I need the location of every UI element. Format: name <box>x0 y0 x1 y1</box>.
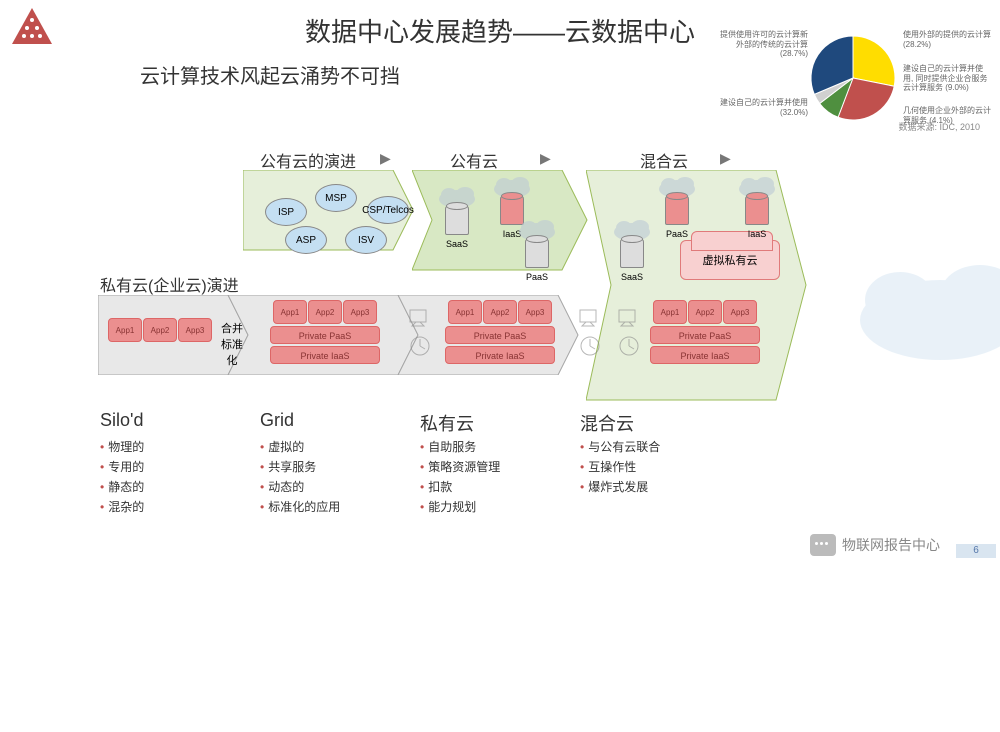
hybrid-stack: App1App2App3 Private PaaS Private IaaS <box>650 300 760 364</box>
app-box: App2 <box>308 300 342 324</box>
provider-bubble: ISV <box>345 226 387 254</box>
paas-box: Private PaaS <box>650 326 760 344</box>
bullet-item: •标准化的应用 <box>260 498 340 515</box>
row1-hdr-2: 公有云 <box>450 148 498 172</box>
cloud-cylinder: SaaS <box>620 238 644 268</box>
chat-icon <box>810 534 836 556</box>
section-bullets: •物理的 •专用的 •静态的 •混杂的 <box>100 438 144 518</box>
pie-label-r1: 建设自己的云计算并使用, 同时提供企业合服务云计算服务 (9.0%) <box>903 64 993 93</box>
app-box: App3 <box>343 300 377 324</box>
section-header: 私有云 <box>420 410 474 436</box>
bullet-item: •爆炸式发展 <box>580 478 660 495</box>
arrow-icon: ▶ <box>380 150 391 167</box>
merge-label: 合并标准化 <box>220 320 244 368</box>
pie-label-tr: 使用外部的提供的云计算 (28.2%) <box>903 30 993 49</box>
bullet-item: •混杂的 <box>100 498 144 515</box>
paas-box: Private PaaS <box>445 326 555 344</box>
bullet-item: •与公有云联合 <box>580 438 660 455</box>
app-box: App2 <box>143 318 177 342</box>
grid-icons <box>405 305 435 360</box>
app-box: App1 <box>273 300 307 324</box>
pie-chart <box>808 33 898 123</box>
iaas-box: Private IaaS <box>445 346 555 364</box>
provider-bubble: ASP <box>285 226 327 254</box>
hv-label: 虚拟私有云 <box>703 252 758 268</box>
pie-label-bl: 建设自己的云计算并使用 (32.0%) <box>718 98 808 117</box>
footer-brand-text: 物联网报告中心 <box>842 535 940 555</box>
bullet-item: •静态的 <box>100 478 144 495</box>
app-box: App1 <box>448 300 482 324</box>
app-box: App2 <box>483 300 517 324</box>
section-header: 混合云 <box>580 410 634 436</box>
bullet-item: •共享服务 <box>260 458 340 475</box>
cloud-cylinder: IaaS <box>745 195 769 225</box>
page-subtitle: 云计算技术风起云涌势不可挡 <box>140 60 400 89</box>
bullet-item: •物理的 <box>100 438 144 455</box>
cloud-cylinder: PaaS <box>525 238 549 268</box>
app-box: App1 <box>108 318 142 342</box>
iaas-box: Private IaaS <box>650 346 760 364</box>
page-number: 6 <box>956 544 996 558</box>
bullet-item: •能力规划 <box>420 498 500 515</box>
virtual-private-cloud: 虚拟私有云 <box>680 240 780 280</box>
private-cloud-title: 私有云(企业云)演进 <box>100 272 239 296</box>
app-box: App3 <box>518 300 552 324</box>
bullet-item: •专用的 <box>100 458 144 475</box>
app-box: App3 <box>723 300 757 324</box>
row1-hdr-3: 混合云 <box>640 148 688 172</box>
grid-stack: App1App2App3 Private PaaS Private IaaS <box>270 300 380 364</box>
provider-bubble: MSP <box>315 184 357 212</box>
bullet-item: •虚拟的 <box>260 438 340 455</box>
silo-apps: App1App2App3 <box>108 318 212 342</box>
section-header: Silo'd <box>100 410 143 431</box>
pie-label-tl: 提供使用许可的云计算新外部的传统的云计算 (28.7%) <box>718 30 808 59</box>
app-box: App3 <box>178 318 212 342</box>
arrow-icon: ▶ <box>720 150 731 167</box>
section-header: Grid <box>260 410 294 431</box>
private-cloud-stack: App1App2App3 Private PaaS Private IaaS <box>445 300 555 364</box>
app-box: App2 <box>688 300 722 324</box>
footer-brand: 物联网报告中心 <box>810 534 940 556</box>
private-icons <box>575 305 605 360</box>
section-bullets: •自助服务 •策略资源管理 •扣款 •能力规划 <box>420 438 500 518</box>
pie-source: 数据来源: IDC, 2010 <box>898 120 980 133</box>
cloud-cylinder: PaaS <box>665 195 689 225</box>
bullet-item: •扣款 <box>420 478 500 495</box>
section-bullets: •与公有云联合 •互操作性 •爆炸式发展 <box>580 438 660 498</box>
bullet-item: •策略资源管理 <box>420 458 500 475</box>
provider-bubble: ISP <box>265 198 307 226</box>
section-bullets: •虚拟的 •共享服务 •动态的 •标准化的应用 <box>260 438 340 518</box>
row1-hdr-1: 公有云的演进 <box>260 148 356 172</box>
iaas-box: Private IaaS <box>270 346 380 364</box>
arrow-icon: ▶ <box>540 150 551 167</box>
bullet-item: •互操作性 <box>580 458 660 475</box>
hybrid-icons <box>614 305 644 360</box>
bullet-item: •自助服务 <box>420 438 500 455</box>
app-box: App1 <box>653 300 687 324</box>
cloud-cylinder: SaaS <box>445 205 469 235</box>
paas-box: Private PaaS <box>270 326 380 344</box>
bullet-item: •动态的 <box>260 478 340 495</box>
provider-bubble: CSP/Telcos <box>367 196 409 224</box>
